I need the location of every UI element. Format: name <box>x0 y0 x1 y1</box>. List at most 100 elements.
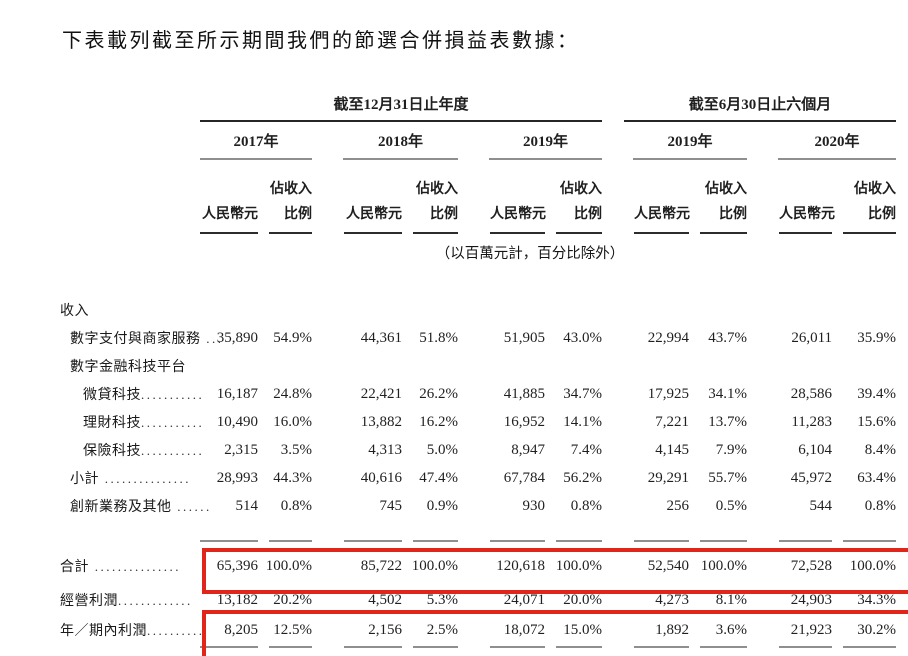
table-row: 小計 ............... 28,993 44.3% 40,616 47.4%… <box>60 464 896 492</box>
column-group-header-row: 截至12月31日止年度 截至6月30日止六個月 <box>60 92 897 122</box>
amount-cell: 51,905 <box>503 329 545 346</box>
rule-line <box>269 646 312 648</box>
percent-cell: 15.0% <box>563 621 603 638</box>
table-row: 合計 ............... 65,396 100.0% 85,722 100.… <box>60 546 896 586</box>
percent-cell <box>258 296 312 324</box>
amount-cell <box>312 296 402 324</box>
amount-cell: 67,784 <box>503 469 545 486</box>
amount-cell: 256 <box>666 497 690 514</box>
rule-line <box>269 540 312 542</box>
amount-cell: 16,187 <box>216 385 258 402</box>
percent-cell: 44.3% <box>273 469 312 486</box>
percent-cell: 5.3% <box>426 591 458 608</box>
year-2019: 2019年 <box>489 130 603 160</box>
column-rules <box>60 646 897 652</box>
amount-cell: 745 <box>379 497 403 514</box>
dot-leader: ... <box>200 331 224 346</box>
table-row: 理財科技........... 10,490 16.0% 13,882 16.2% 16,… <box>60 408 896 436</box>
rule-line <box>634 540 690 542</box>
percent-cell: 0.8% <box>570 497 603 514</box>
year-2019-interim: 2019年 <box>633 130 748 160</box>
amount-cell: 10,490 <box>216 413 258 430</box>
dot-leader: ........... <box>141 443 205 458</box>
percent-cell: 16.2% <box>419 413 458 430</box>
rule-line <box>413 646 458 648</box>
percent-cell: 43.0% <box>563 329 603 346</box>
amount-cell: 4,313 <box>368 441 402 458</box>
subheader-percent: 佔收入 比例 <box>269 177 312 234</box>
subheader-percent: 佔收入 比例 <box>700 177 748 234</box>
percent-cell <box>402 296 458 324</box>
row-label: 經營利潤 <box>60 594 118 609</box>
percent-cell: 51.8% <box>419 329 458 346</box>
amount-cell: 13,882 <box>360 413 402 430</box>
percent-cell: 0.5% <box>715 497 748 514</box>
rule-line <box>344 646 402 648</box>
table-row: 年／期內利潤.......... 8,205 12.5% 2,156 2.5% 18,07… <box>60 614 896 646</box>
amount-cell: 8,205 <box>224 621 258 638</box>
amount-cell <box>602 352 689 380</box>
dot-leader: ............... <box>89 559 181 574</box>
percent-cell: 2.5% <box>426 621 458 638</box>
amount-cell: 52,540 <box>647 557 690 574</box>
percent-cell <box>832 296 896 324</box>
row-label: 數字金融科技平台 <box>70 360 186 375</box>
year-header-row: 2017年 2018年 2019年 2019年 2020年 <box>60 122 897 160</box>
spacer-row <box>60 270 896 296</box>
amount-cell <box>312 352 402 380</box>
amount-cell: 24,903 <box>790 591 833 608</box>
percent-cell: 0.8% <box>864 497 897 514</box>
rule-line <box>413 540 458 542</box>
amount-cell: 45,972 <box>790 469 833 486</box>
amount-cell: 6,104 <box>798 441 833 458</box>
percent-cell: 34.7% <box>563 385 603 402</box>
percent-cell: 43.7% <box>708 329 748 346</box>
dot-leader: .......... <box>147 623 205 638</box>
percent-cell: 35.9% <box>857 329 897 346</box>
dot-leader: ...... <box>171 499 212 514</box>
rule-line <box>700 646 748 648</box>
rule-line <box>556 540 603 542</box>
amount-cell: 16,952 <box>503 413 545 430</box>
rule-line <box>843 646 897 648</box>
amount-cell: 85,722 <box>360 557 402 574</box>
percent-cell: 7.4% <box>570 441 603 458</box>
subheader-row: 人民幣元 佔收入 比例 人民幣元 佔收入 比例 人民幣元 佔收入 比例 人民幣元 佔收… <box>60 160 897 234</box>
rule-line <box>200 540 258 542</box>
table-row: 經營利潤............. 13,182 20.2% 4,502 5.3% 24,… <box>60 586 896 614</box>
subheader-amount: 人民幣元 <box>634 202 690 234</box>
percent-cell: 24.8% <box>273 385 312 402</box>
amount-cell: 4,145 <box>655 441 690 458</box>
amount-cell: 24,071 <box>503 591 545 608</box>
rule-line <box>779 540 833 542</box>
percent-cell: 7.9% <box>715 441 748 458</box>
amount-cell: 17,925 <box>647 385 690 402</box>
percent-cell: 100.0% <box>411 557 458 574</box>
subheader-percent: 佔收入 比例 <box>556 177 603 234</box>
row-label: 數字支付與商家服務 <box>70 332 201 347</box>
percent-cell <box>545 296 602 324</box>
percent-cell: 47.4% <box>419 469 458 486</box>
amount-cell: 26,011 <box>791 329 833 346</box>
table-row: 收入 <box>60 296 896 324</box>
year-2020-interim: 2020年 <box>778 130 897 160</box>
percent-cell: 0.9% <box>426 497 458 514</box>
amount-cell: 44,361 <box>360 329 402 346</box>
rule-line <box>200 646 258 648</box>
amount-cell <box>602 296 689 324</box>
percent-cell: 5.0% <box>426 441 458 458</box>
rule-line <box>634 646 690 648</box>
percent-cell <box>545 352 602 380</box>
row-label: 年／期內利潤 <box>60 624 147 639</box>
table-row: 創新業務及其他 ...... 514 0.8% 745 0.9% 930 0.8% 256 0.… <box>60 492 896 520</box>
percent-cell: 3.6% <box>715 621 748 638</box>
percent-cell: 54.9% <box>273 329 312 346</box>
percent-cell: 30.2% <box>857 621 897 638</box>
dot-leader: ............. <box>118 593 193 608</box>
income-statement-table: 截至12月31日止年度 截至6月30日止六個月 2017年 2018年 2019… <box>60 92 897 652</box>
rule-line <box>700 540 748 542</box>
percent-cell: 20.2% <box>273 591 312 608</box>
subheader-amount: 人民幣元 <box>490 202 546 234</box>
row-label: 保險科技 <box>83 444 141 459</box>
subheader-amount: 人民幣元 <box>200 202 258 234</box>
